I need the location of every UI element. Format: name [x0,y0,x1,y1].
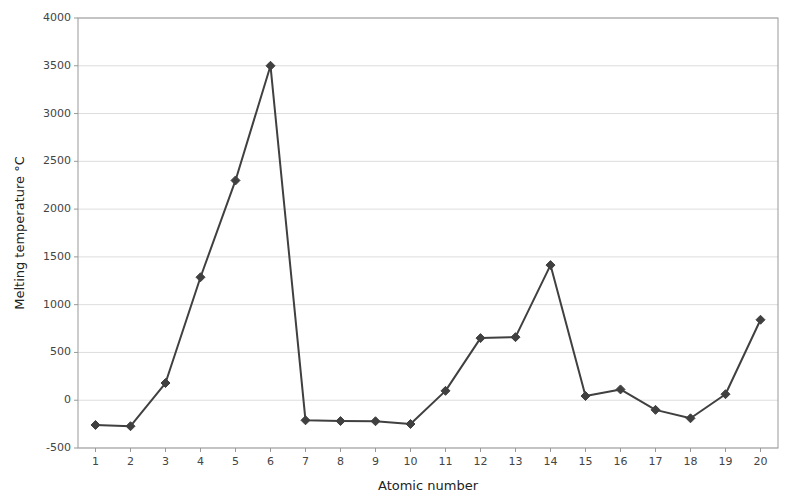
x-tick [130,448,131,452]
y-tick-label: 3000 [43,107,71,120]
y-tick [74,113,78,114]
y-tick [74,448,78,449]
axes: -500050010001500200025003000350040001234… [43,11,768,468]
y-tick-label: 2500 [43,154,71,167]
plot-frame [78,18,778,448]
marker [756,315,765,324]
y-tick [74,400,78,401]
y-tick-label: 4000 [43,11,71,24]
x-tick-label: 18 [684,455,698,468]
y-axis-label: Melting temperature °C [12,156,27,310]
marker [441,386,450,395]
marker [616,385,625,394]
y-tick [74,65,78,66]
line [96,66,761,426]
x-tick [270,448,271,452]
chart-svg: -500050010001500200025003000350040001234… [0,0,800,504]
marker [91,420,100,429]
x-tick-label: 20 [754,455,768,468]
grid [78,18,778,448]
x-tick-label: 7 [302,455,309,468]
y-tick [74,161,78,162]
marker [406,420,415,429]
marker [581,392,590,401]
y-tick-label: 3500 [43,59,71,72]
x-tick [480,448,481,452]
chart-container: -500050010001500200025003000350040001234… [0,0,800,504]
y-tick [74,352,78,353]
x-tick-label: 17 [649,455,663,468]
y-grid-line [78,352,778,353]
x-axis-label: Atomic number [378,478,479,493]
y-tick-label: 500 [50,345,71,358]
y-grid-line [78,65,778,66]
y-tick-label: -500 [46,441,71,454]
x-tick-label: 2 [127,455,134,468]
marker [301,416,310,425]
x-tick-label: 1 [92,455,99,468]
x-tick [165,448,166,452]
x-tick [585,448,586,452]
x-tick [760,448,761,452]
x-tick-label: 16 [614,455,628,468]
marker [651,405,660,414]
x-tick [655,448,656,452]
y-tick-label: 0 [64,393,71,406]
y-tick-label: 1500 [43,250,71,263]
x-tick-label: 15 [579,455,593,468]
x-tick-label: 13 [509,455,523,468]
y-grid-line [78,113,778,114]
x-tick-label: 9 [372,455,379,468]
marker [511,333,520,342]
y-tick [74,256,78,257]
y-tick [74,18,78,19]
y-grid-line [78,161,778,162]
y-grid-line [78,209,778,210]
x-tick [690,448,691,452]
x-tick-label: 8 [337,455,344,468]
marker [126,422,135,431]
marker [371,417,380,426]
x-tick [375,448,376,452]
series [91,61,765,430]
x-tick [200,448,201,452]
x-tick-label: 4 [197,455,204,468]
marker [231,176,240,185]
x-tick [340,448,341,452]
x-tick-label: 12 [474,455,488,468]
y-tick [74,209,78,210]
marker [476,334,485,343]
y-tick-label: 2000 [43,202,71,215]
x-tick [235,448,236,452]
x-tick-label: 3 [162,455,169,468]
marker [336,417,345,426]
marker [196,273,205,282]
y-grid-line [78,256,778,257]
x-tick [95,448,96,452]
x-tick-label: 14 [544,455,558,468]
marker [721,390,730,399]
x-tick [620,448,621,452]
x-tick [410,448,411,452]
y-grid-line [78,400,778,401]
x-tick-label: 11 [439,455,453,468]
x-tick-label: 6 [267,455,274,468]
marker [546,261,555,270]
x-tick-label: 19 [719,455,733,468]
marker [266,61,275,70]
x-tick [305,448,306,452]
x-tick-label: 10 [404,455,418,468]
y-grid-line [78,304,778,305]
y-tick-label: 1000 [43,298,71,311]
marker [161,379,170,388]
x-tick [515,448,516,452]
marker [686,414,695,423]
x-tick [725,448,726,452]
x-tick-label: 5 [232,455,239,468]
y-tick [74,304,78,305]
x-tick [550,448,551,452]
x-tick [445,448,446,452]
